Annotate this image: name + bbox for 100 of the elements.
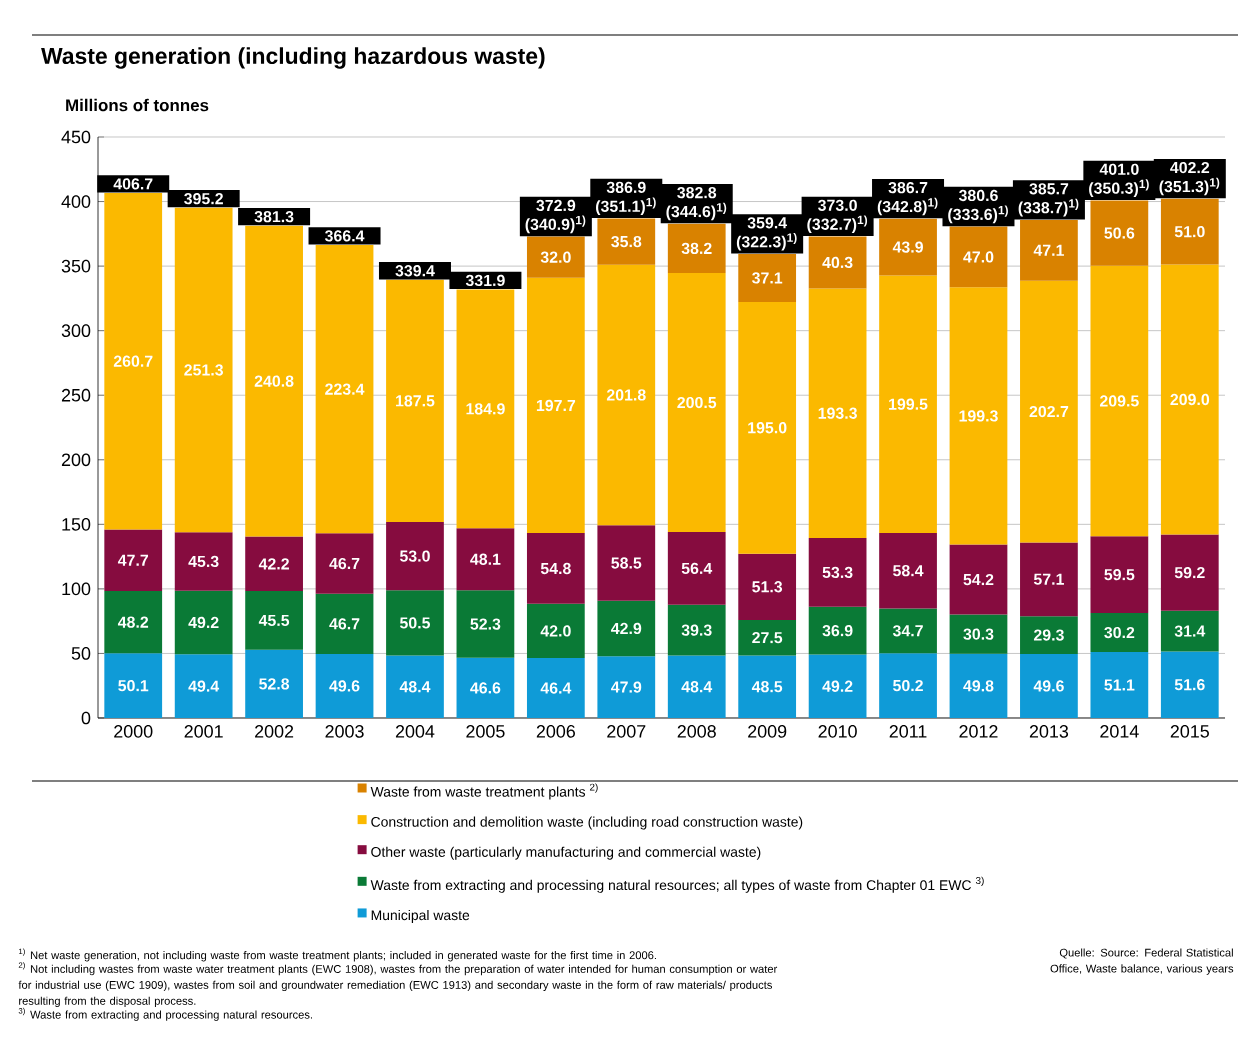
data-label: 46.7: [329, 618, 360, 630]
legend-label: Construction and demolition waste (including road construction waste): [371, 816, 803, 830]
bar: [1160, 264, 1219, 535]
data-label: 54.8: [540, 562, 571, 575]
bar: [667, 531, 726, 605]
legend-label: Waste from waste treatment plants $^{2)}$: [370, 783, 598, 800]
total-label: 401.0 (350.3)$^{1)}$: [1089, 163, 1149, 197]
y-tick-label: 50: [71, 647, 91, 660]
data-label: 39.3: [681, 624, 712, 636]
bar: [879, 608, 937, 654]
data-label: 260.7: [113, 355, 153, 367]
bar: [526, 603, 585, 659]
data-label: 209.5: [1099, 395, 1139, 407]
legend-label: Municipal waste: [371, 909, 470, 923]
bar: [315, 593, 374, 654]
data-label: 49.4: [188, 680, 220, 692]
total-label: 381.3: [254, 211, 294, 223]
data-label: 46.6: [470, 682, 501, 694]
bar: [456, 657, 515, 718]
data-label: 48.4: [681, 681, 713, 693]
data-label: 59.5: [1104, 568, 1135, 581]
total-label: 395.2: [184, 193, 223, 205]
data-label: 50.6: [1104, 227, 1135, 239]
x-tick-label: 2008: [677, 725, 716, 738]
bar: [245, 591, 303, 650]
chart-title: Waste generation (including hazardous waste): [41, 47, 545, 69]
bar: [738, 655, 797, 718]
data-label: 195.0: [748, 422, 787, 434]
data-label: 49.2: [188, 616, 219, 629]
y-tick-label: 300: [61, 324, 91, 338]
data-label: 48.1: [470, 553, 501, 565]
bar: [386, 655, 444, 718]
bar: [879, 532, 937, 609]
x-tick-label: 2010: [818, 725, 857, 738]
bar: [104, 653, 163, 718]
bar: [808, 538, 867, 607]
data-label: 47.0: [963, 251, 994, 263]
x-tick-label: 2015: [1170, 725, 1209, 738]
bar: [738, 553, 797, 620]
data-label: 53.0: [399, 550, 430, 562]
data-label: 29.3: [1033, 629, 1064, 641]
data-label: 51.3: [752, 581, 783, 593]
data-label: 27.5: [752, 631, 783, 644]
bar: [597, 600, 656, 657]
data-label: 49.2: [822, 680, 853, 692]
bar: [1090, 536, 1149, 614]
y-tick-label: 100: [62, 582, 91, 596]
data-label: 49.8: [963, 680, 994, 692]
data-label: 199.3: [959, 410, 998, 422]
bar: [1020, 542, 1078, 617]
bar: [315, 653, 374, 718]
bar: [879, 653, 937, 718]
bar: [808, 288, 867, 539]
y-tick-label: 200: [61, 453, 91, 467]
bar: [526, 277, 585, 534]
bar: [245, 649, 303, 718]
data-label: 223.4: [325, 383, 365, 395]
data-label: 45.3: [188, 555, 219, 568]
x-tick-label: 2007: [607, 725, 646, 738]
data-label: 43.9: [892, 241, 923, 253]
x-tick-label: 2006: [536, 725, 575, 738]
data-label: 46.7: [329, 557, 360, 570]
bar: [386, 521, 444, 591]
bar: [738, 301, 797, 554]
data-label: 51.6: [1174, 679, 1205, 691]
data-label: 49.6: [329, 680, 360, 692]
x-tick-label: 2009: [748, 725, 787, 738]
data-label: 52.8: [259, 678, 290, 690]
data-label: 251.3: [184, 364, 224, 376]
data-label: 47.1: [1033, 244, 1064, 256]
data-label: 47.7: [117, 554, 149, 566]
x-tick-label: 2004: [395, 725, 435, 738]
data-label: 30.3: [963, 628, 994, 640]
y-tick-label: 450: [61, 130, 91, 144]
bar: [597, 656, 656, 718]
bar: [104, 591, 163, 654]
bar: [808, 654, 867, 718]
data-label: 36.9: [822, 625, 853, 637]
bar: [526, 658, 585, 718]
data-label: 240.8: [254, 375, 294, 387]
bar: [456, 590, 515, 658]
data-label: 58.4: [893, 565, 924, 577]
bar: [386, 590, 444, 656]
legend-label: Waste from extracting and processing natural resources; all types of waste from Chapter 01 EWC $^{3)}$: [370, 876, 984, 893]
total-label: 366.4: [324, 230, 365, 242]
data-label: 42.9: [611, 622, 642, 635]
bar: [667, 655, 726, 718]
x-tick-label: 2011: [889, 725, 927, 738]
source-note: Quelle: Source: Federal Statistical Office, Waste balance, various years: [1050, 948, 1234, 975]
data-label: 32.0: [540, 251, 571, 263]
data-label: 46.4: [540, 682, 572, 694]
y-tick-label: 0: [81, 711, 91, 725]
data-label: 48.5: [751, 681, 783, 693]
data-label: 30.2: [1104, 626, 1135, 639]
data-label: 48.4: [399, 681, 431, 693]
bar: [1160, 651, 1219, 718]
data-label: 199.5: [889, 398, 928, 410]
total-label: 380.6 (333.6)$^{1)}$: [948, 189, 1008, 224]
legend-label: Other waste (particularly manufacturing and commercial waste): [371, 846, 761, 860]
data-label: 50.1: [118, 680, 149, 692]
